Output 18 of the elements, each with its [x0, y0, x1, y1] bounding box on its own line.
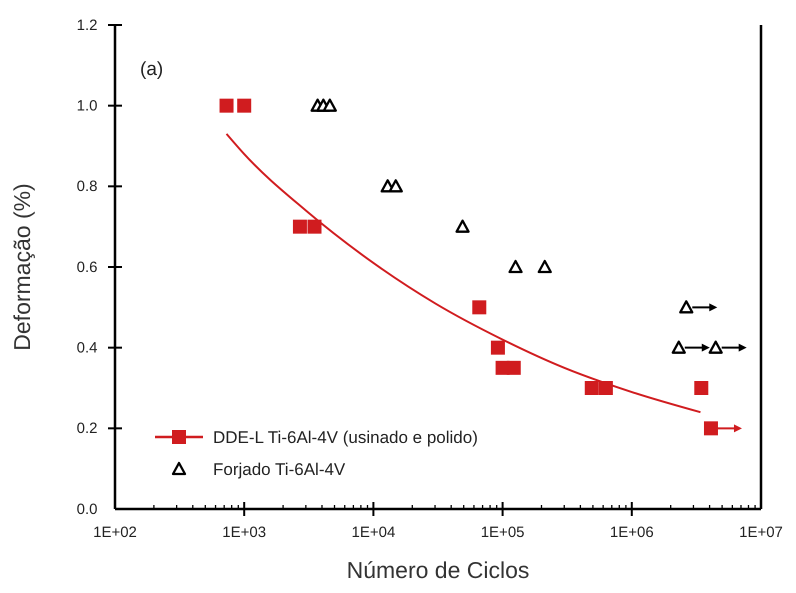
- x-tick-label: 1E+05: [480, 524, 524, 541]
- legend-label: Forjado Ti-6Al-4V: [213, 460, 346, 479]
- y-axis-title: Deformação (%): [9, 183, 35, 351]
- y-tick-label: 1.0: [76, 97, 98, 114]
- x-tick-label: 1E+06: [610, 524, 654, 541]
- y-tick-label: 0.8: [76, 178, 98, 196]
- annotation: (a): [140, 59, 164, 80]
- y-tick-label: 0.0: [76, 500, 98, 518]
- y-tick-label: 0.2: [76, 420, 98, 438]
- y-tick-label: 0.4: [76, 339, 98, 356]
- y-tick-label: 1.2: [76, 16, 98, 34]
- x-tick-label: 1E+07: [739, 524, 783, 541]
- x-tick-label: 1E+04: [352, 524, 396, 541]
- legend-label: DDE-L Ti-6Al-4V (usinado e polido): [213, 428, 478, 447]
- y-tick-label: 0.6: [76, 258, 98, 276]
- x-tick-label: 1E+03: [222, 524, 266, 541]
- x-tick-label: 1E+02: [93, 524, 137, 541]
- x-axis-title: Número de Ciclos: [346, 557, 530, 583]
